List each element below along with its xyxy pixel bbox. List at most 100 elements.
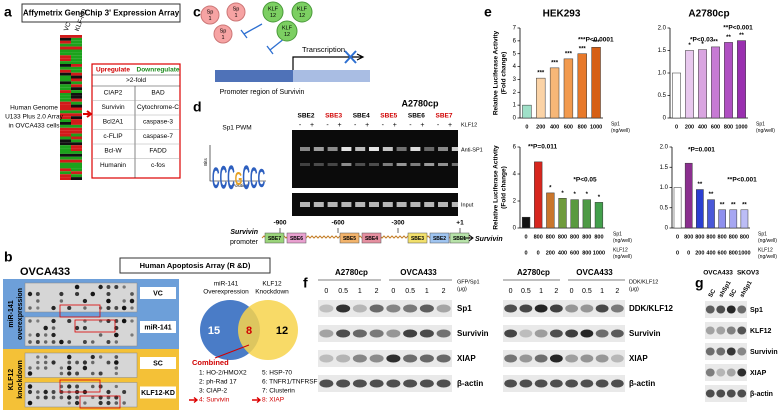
klf12-protein	[276, 20, 298, 42]
heatmap-cell	[71, 98, 82, 102]
blot-band	[737, 305, 747, 314]
blot-spot	[130, 292, 134, 296]
blot-band	[549, 354, 563, 363]
blot-spot	[106, 389, 111, 395]
row-label-box	[140, 357, 176, 369]
chart-title: HEK293	[543, 9, 581, 20]
heatmap-cell	[71, 49, 82, 53]
heatmap-cell	[71, 153, 82, 157]
blot-spot	[98, 395, 103, 400]
blot-spot	[36, 360, 40, 365]
blot-band	[386, 329, 401, 338]
combined-item: 2: ph-Rad 17	[199, 379, 237, 386]
combined-item: 5: HSP-70	[262, 370, 292, 377]
blot-band	[436, 379, 451, 388]
lane-label: SBE3	[325, 113, 342, 120]
table-header: Upregulate	[96, 67, 130, 74]
x-tick-label: 800	[695, 234, 704, 240]
heatmap-cell	[60, 148, 71, 151]
bar	[684, 162, 693, 229]
blot-spot	[98, 284, 103, 290]
heatmap-cell	[71, 107, 82, 111]
heatmap-cell	[60, 58, 71, 62]
array-blot	[24, 282, 138, 313]
blot-spot	[67, 371, 72, 376]
heatmap-cell	[60, 95, 71, 99]
gel-band	[382, 202, 393, 207]
blot-spot	[75, 291, 80, 297]
blot-band	[726, 368, 736, 377]
blot-spot	[51, 332, 56, 338]
y-tick-label: 3	[513, 77, 517, 83]
dose-label: 1	[425, 288, 429, 295]
blot-spot	[90, 291, 96, 297]
blot-spot	[67, 360, 72, 365]
blot-spot	[35, 292, 40, 296]
blot-spot	[28, 340, 32, 344]
sp1-protein	[213, 24, 233, 44]
blot-spot	[82, 365, 88, 371]
array-label: in OVCA433 cells	[9, 123, 61, 130]
heatmap-cell	[60, 101, 71, 105]
dose-label: 0.5	[405, 288, 415, 295]
cell-line: A2780cp	[335, 268, 368, 277]
venn-count: 12	[276, 325, 288, 337]
blot-spot	[51, 305, 56, 311]
blot-spot	[75, 325, 80, 331]
bar	[549, 67, 560, 119]
position-label: +1	[456, 220, 464, 227]
blot-spot	[36, 395, 40, 400]
gel-band	[313, 163, 324, 166]
row-label-box	[140, 386, 176, 399]
table-cell: Survivin	[101, 104, 125, 111]
protein-label: Sp	[220, 28, 227, 34]
bar	[698, 49, 707, 119]
blot-spot	[114, 306, 119, 310]
protein-label: XIAP	[629, 354, 648, 363]
blot-band	[705, 305, 715, 314]
y-tick-label: 1	[513, 103, 517, 109]
heatmap-cell	[71, 37, 82, 41]
gel-band	[424, 202, 435, 207]
cell-line: OVCA433	[20, 266, 70, 278]
blot-spot	[59, 291, 64, 297]
gel-band	[424, 147, 435, 151]
site-box	[339, 232, 360, 244]
blot-band	[336, 329, 351, 338]
gel-band	[327, 202, 338, 207]
heatmap-cell	[60, 119, 71, 122]
row-label-box	[140, 287, 176, 299]
table-cell: Bcl2A1	[103, 119, 124, 126]
gel-band	[382, 163, 393, 166]
y-tick-label: 1.5	[658, 48, 667, 54]
site-label: SBE7	[268, 236, 281, 242]
blot-spot	[59, 384, 64, 389]
blot-band	[565, 304, 579, 313]
blot-spot	[98, 384, 103, 389]
bar	[534, 161, 543, 229]
protein-label: DDK/KLF12	[629, 304, 674, 313]
heatmap-cell	[60, 122, 71, 125]
venn-set-label: miR-141	[214, 281, 239, 288]
blot-band	[534, 354, 548, 363]
blot-band	[595, 304, 609, 313]
table-cell: Cytochrome-C	[137, 104, 179, 111]
gel-band	[410, 163, 421, 166]
lane-label: SC	[729, 288, 739, 299]
promoter-label: Promoter region of Survivin	[220, 89, 305, 96]
blot-spot	[35, 332, 40, 338]
bar	[740, 209, 749, 229]
dose-label: 2	[442, 288, 446, 295]
blot-band	[386, 354, 401, 363]
blot-spot	[106, 305, 111, 311]
gel-band	[327, 163, 338, 166]
blot-band	[319, 354, 334, 363]
row-label: SC	[153, 360, 163, 367]
blot-spot	[106, 318, 111, 324]
protein-label: KLF	[268, 6, 279, 12]
gel-band	[341, 147, 352, 151]
table-box	[91, 63, 181, 179]
x-tick-label: 0	[525, 124, 528, 130]
blot-spot	[90, 354, 95, 360]
